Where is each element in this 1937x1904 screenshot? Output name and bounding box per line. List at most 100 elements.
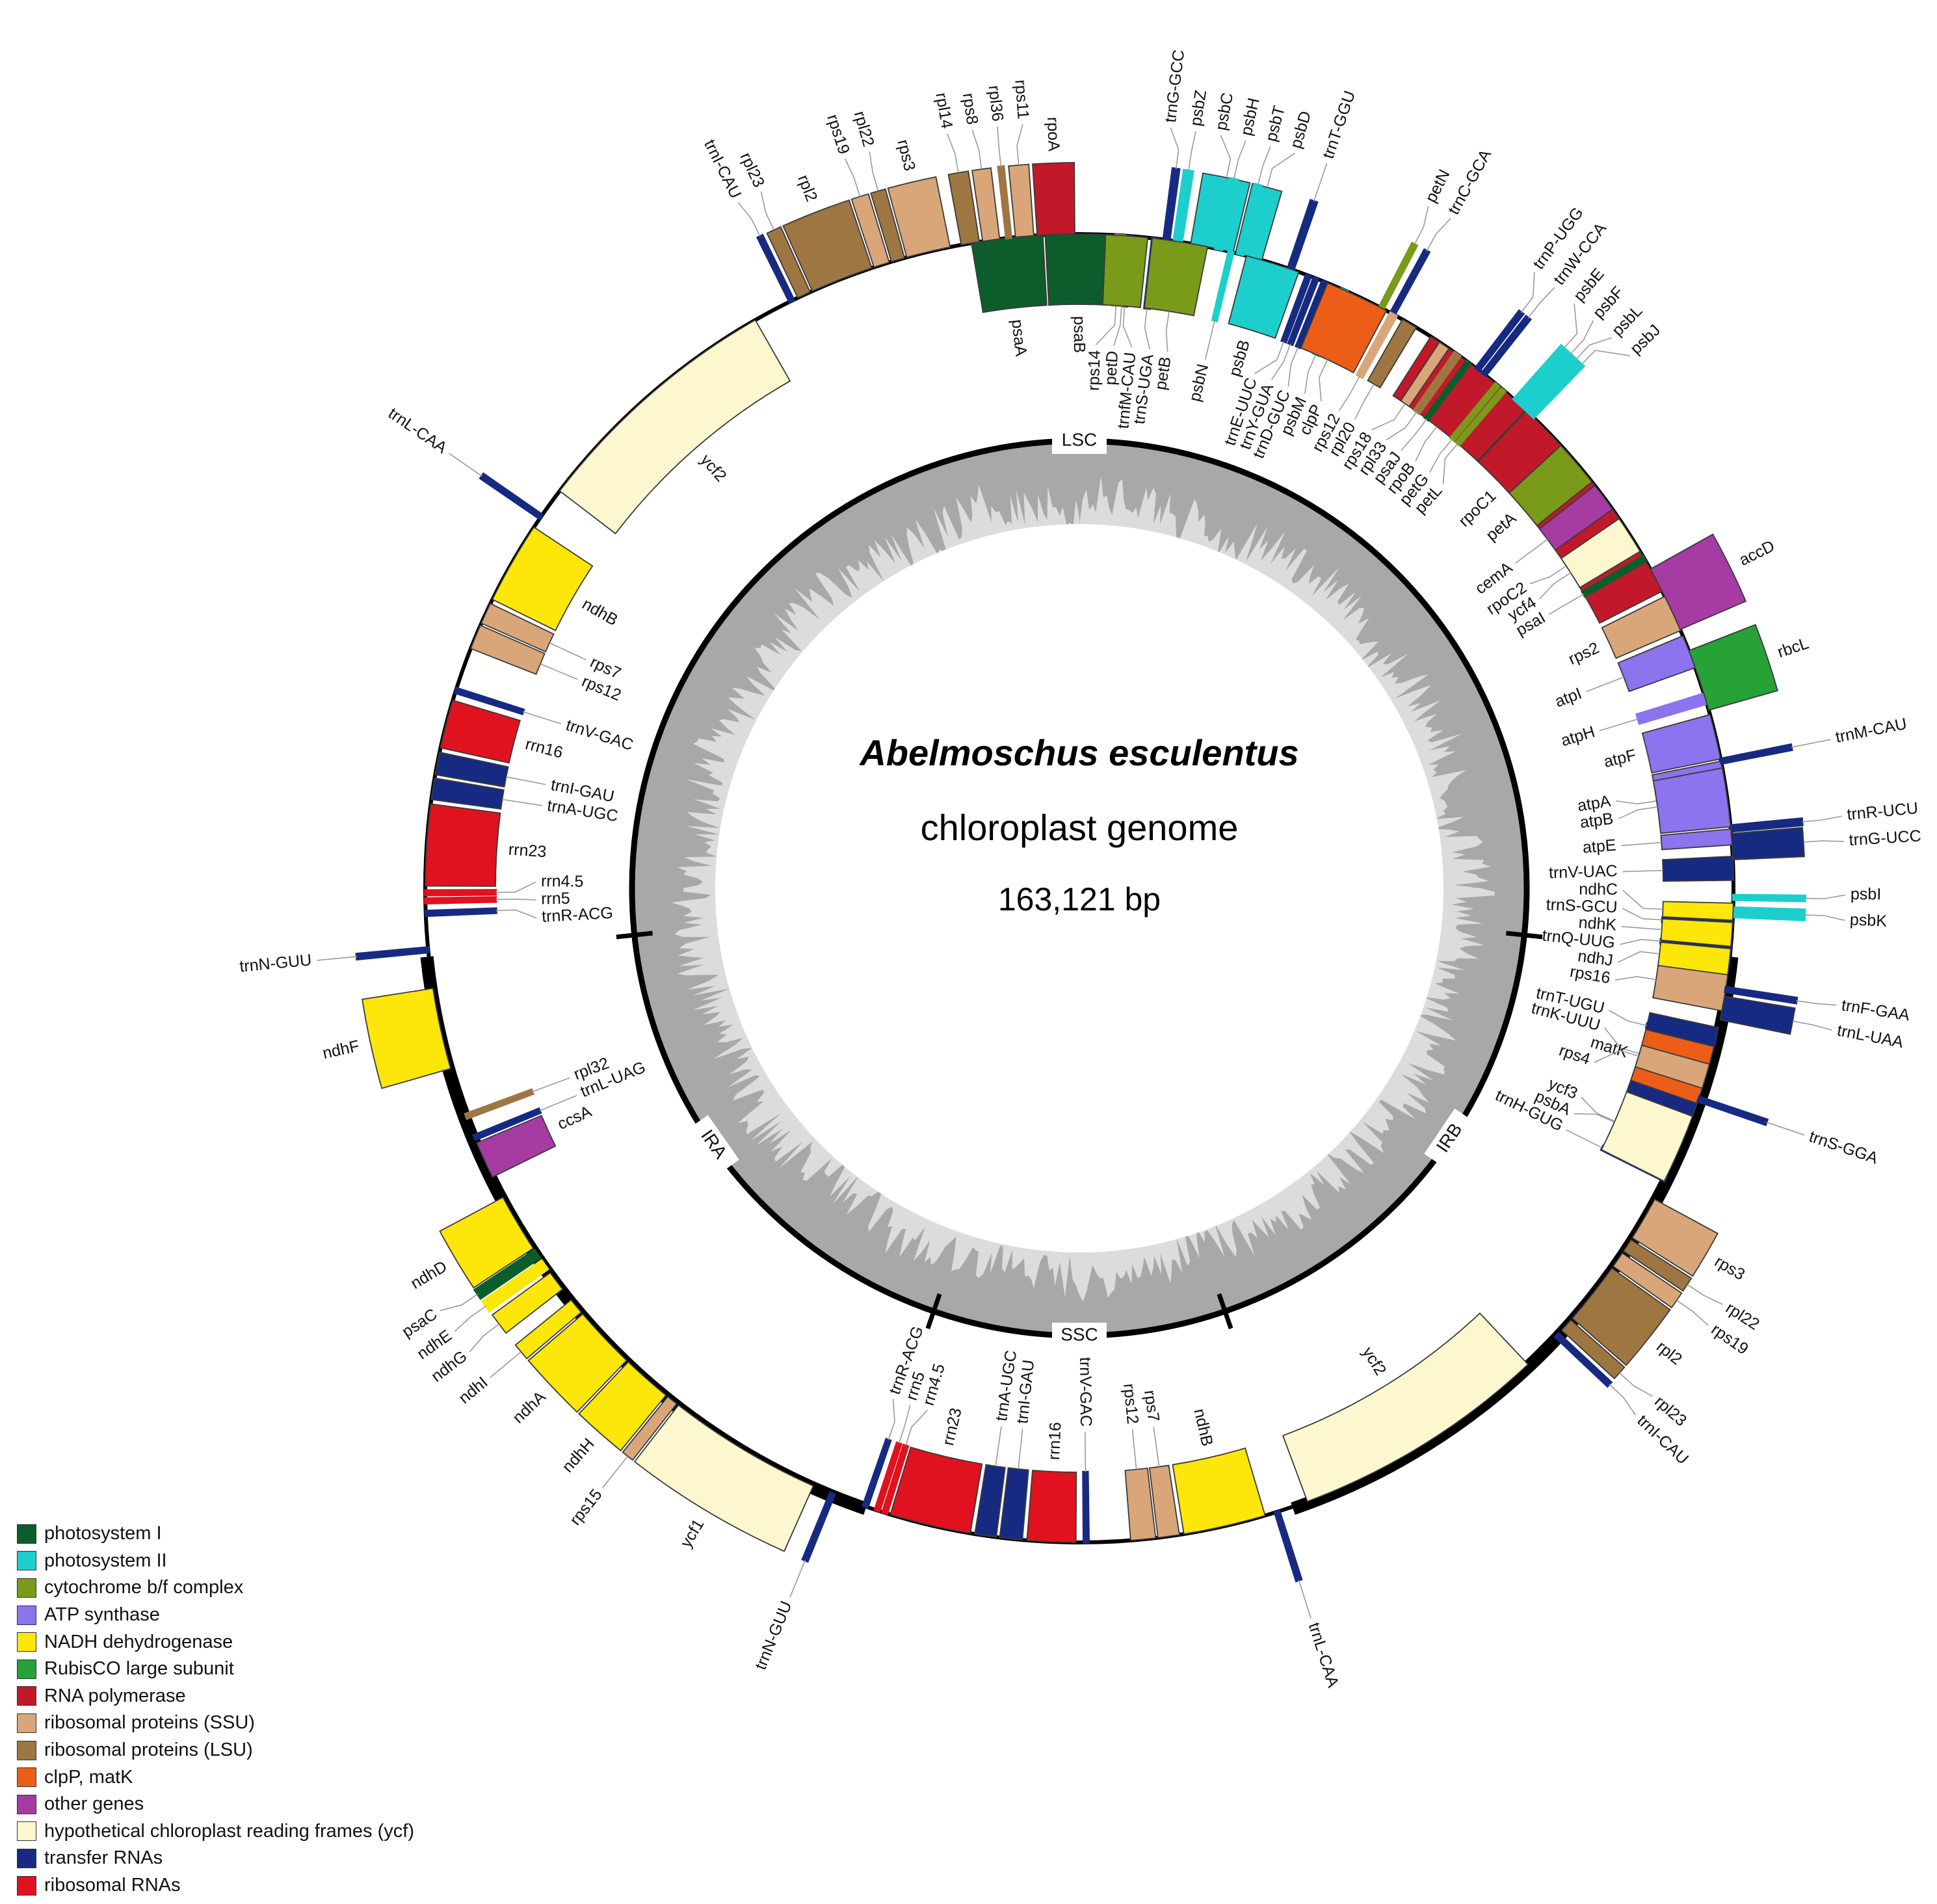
gene-block bbox=[1553, 1331, 1613, 1388]
gene-block bbox=[1473, 309, 1525, 373]
gene-block bbox=[527, 1313, 627, 1413]
legend-label: cytochrome b/f complex bbox=[44, 1577, 244, 1598]
gene-block bbox=[887, 176, 951, 258]
gene-leader-line bbox=[1426, 218, 1451, 252]
gene-leader-line bbox=[1188, 131, 1196, 171]
gene-block bbox=[1600, 1091, 1694, 1182]
gene-label: trnV-GAC bbox=[564, 716, 635, 754]
gene-block bbox=[1412, 350, 1462, 416]
gene-label: trnG-GCC bbox=[1161, 49, 1188, 124]
gene-rpl36: rpl36 bbox=[985, 85, 1013, 240]
gene-atpe: atpE bbox=[1582, 828, 1733, 857]
gene-leader-line bbox=[549, 642, 586, 661]
gene-block bbox=[430, 777, 505, 810]
legend-swatch bbox=[17, 1767, 36, 1788]
gene-label: rps11 bbox=[1011, 79, 1032, 120]
gene-psbb: psbB bbox=[1226, 255, 1300, 378]
gene-leader-line bbox=[1574, 1113, 1615, 1123]
gene-leader-line bbox=[760, 191, 774, 231]
gene-leader-line bbox=[490, 1351, 521, 1379]
gene-block bbox=[782, 199, 873, 292]
gene-label: psbZ bbox=[1187, 88, 1210, 127]
gene-leader-line bbox=[495, 898, 536, 901]
gene-psbl: psbL bbox=[1523, 302, 1646, 415]
gene-block bbox=[870, 188, 906, 263]
gene-block bbox=[559, 319, 791, 535]
gene-atpb: atpB bbox=[1579, 767, 1732, 834]
gene-block bbox=[1449, 381, 1501, 442]
gene-block bbox=[1148, 1464, 1180, 1539]
gene-label: psbK bbox=[1849, 910, 1887, 930]
gene-leader-line bbox=[539, 1094, 577, 1111]
gene-leader-line bbox=[1401, 418, 1427, 451]
gene-label: ndhF bbox=[321, 1037, 361, 1063]
gene-block bbox=[439, 1197, 534, 1289]
gene-leader-line bbox=[1622, 908, 1663, 921]
gene-rrn23: rrn23 bbox=[889, 1406, 983, 1534]
gene-label: petA bbox=[1482, 509, 1520, 545]
gene-block bbox=[1561, 1319, 1626, 1380]
gene-label: trnT-GGU bbox=[1319, 88, 1360, 161]
gene-block bbox=[424, 896, 497, 905]
gene-block bbox=[633, 1404, 815, 1552]
gene-leader-line bbox=[1267, 152, 1295, 188]
gene-rps11: rps11 bbox=[1008, 79, 1034, 238]
gene-leader-line bbox=[1233, 140, 1246, 179]
gene-label: ycf2 bbox=[696, 451, 730, 485]
gene-block bbox=[756, 233, 796, 304]
gene-trng-ucc: trnG-UCC bbox=[1730, 826, 1921, 861]
legend-item-photosystem-i: photosystem I bbox=[17, 1520, 414, 1548]
gene-psaa: psaA bbox=[970, 234, 1048, 358]
gene-psbh: psbH bbox=[1213, 96, 1263, 252]
gene-block bbox=[453, 686, 525, 715]
gene-leader-line bbox=[1514, 538, 1548, 564]
gene-label: accD bbox=[1736, 536, 1777, 569]
gene-psbk: psbK bbox=[1731, 906, 1888, 931]
gene-block bbox=[1730, 826, 1805, 861]
gene-block bbox=[481, 1258, 549, 1313]
gene-leader-line bbox=[1287, 347, 1299, 387]
gene-block bbox=[1634, 1044, 1711, 1089]
gene-rpl14: rpl14 bbox=[932, 91, 981, 246]
gene-block bbox=[473, 1248, 542, 1301]
gene-block bbox=[464, 1088, 534, 1120]
gene-label: rpoA bbox=[1044, 116, 1063, 152]
gene-label: rps8 bbox=[959, 92, 982, 126]
gene-rps7: rps7 bbox=[1140, 1389, 1180, 1539]
gene-block bbox=[1273, 1509, 1303, 1583]
gene-block bbox=[1228, 255, 1300, 339]
legend-item-other-genes: other genes bbox=[17, 1791, 414, 1818]
legend-item-clpp-matk: clpP, matK bbox=[17, 1764, 414, 1791]
genome-title-block: Abelmoschus esculentus chloroplast genom… bbox=[858, 732, 1298, 918]
region-label-bg bbox=[1052, 1323, 1107, 1349]
gene-label: atpF bbox=[1602, 746, 1638, 771]
gene-label: trnR-ACG bbox=[541, 904, 613, 926]
gene-block bbox=[1294, 279, 1328, 350]
gene-block bbox=[1300, 282, 1388, 374]
gene-leader-line bbox=[1338, 375, 1360, 412]
gene-label: ycf2 bbox=[1358, 1343, 1390, 1379]
gene-block bbox=[1622, 1239, 1693, 1292]
gene-trnr-acg: trnR-ACG bbox=[424, 904, 613, 926]
gene-trnv-uac: trnV-UAC bbox=[1549, 855, 1734, 882]
legend-item-nadh-dehydrogenase: NADH dehydrogenase bbox=[17, 1628, 414, 1656]
region-label-ssc: SSC bbox=[1052, 1323, 1107, 1349]
gene-label: ndhD bbox=[408, 1257, 451, 1293]
gene-block bbox=[355, 946, 430, 961]
gene-block bbox=[1571, 1267, 1671, 1366]
gene-label: rpl14 bbox=[932, 91, 956, 130]
gene-label: rps15 bbox=[566, 1486, 606, 1529]
legend-swatch bbox=[17, 1551, 36, 1571]
gene-block bbox=[1124, 1467, 1157, 1541]
legend-label: transfer RNAs bbox=[44, 1847, 163, 1869]
gene-label: rps3 bbox=[1711, 1252, 1748, 1284]
gene-block bbox=[997, 165, 1013, 240]
gene-leader-line bbox=[448, 453, 482, 477]
gene-block bbox=[434, 751, 509, 788]
gene-block bbox=[481, 602, 555, 653]
gene-leader-line bbox=[1084, 1431, 1087, 1472]
gene-leader-line bbox=[1271, 343, 1291, 380]
gene-ndhk: ndhK bbox=[1578, 914, 1733, 947]
